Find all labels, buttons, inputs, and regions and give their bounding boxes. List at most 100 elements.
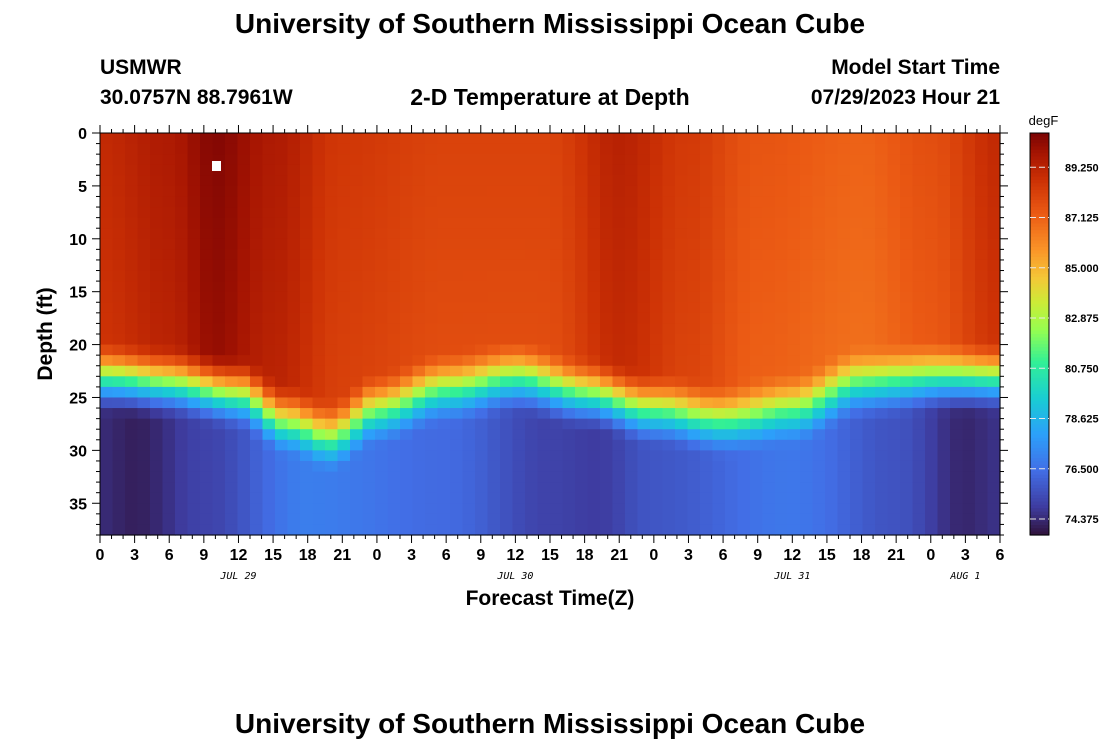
heatmap-cell [175,418,189,430]
heatmap-cell [325,482,339,494]
heatmap-cell [175,207,189,219]
heatmap-cell [662,460,676,473]
colorbar-tick-label: 85.000 [1065,263,1099,275]
heatmap-cell [425,450,439,462]
heatmap-cell [850,376,864,388]
heatmap-cell [675,418,689,430]
heatmap-cell [337,302,351,314]
heatmap-cell [675,334,689,346]
heatmap-cell [137,175,151,187]
heatmap-cell [850,133,864,145]
heatmap-cell [162,460,176,473]
heatmap-cell [100,185,114,198]
heatmap-cell [637,164,651,176]
heatmap-cell [462,207,476,219]
heatmap-cell [462,133,476,145]
heatmap-cell [512,154,526,166]
heatmap-cell [175,196,189,208]
heatmap-cell [362,291,376,303]
heatmap-cell [587,291,601,303]
heatmap-cell [775,482,789,494]
heatmap-cell [537,471,551,483]
colorbar-segment [1030,354,1049,359]
heatmap-cell [550,291,564,303]
heatmap-cell [812,154,826,166]
heatmap-cell [600,143,614,155]
heatmap-cell [837,270,851,282]
heatmap-cell [637,259,651,272]
heatmap-cell [687,312,701,325]
heatmap-cell [875,238,889,250]
heatmap-cell [625,228,639,240]
heatmap-cell [425,323,439,335]
heatmap-cell [325,175,339,187]
heatmap-cell [237,228,251,240]
heatmap-cell [162,429,176,441]
heatmap-cell [725,323,739,335]
heatmap-cell [300,291,314,303]
heatmap-cell [600,386,614,399]
colorbar-segment [1030,531,1049,536]
heatmap-cell [275,291,289,303]
colorbar-segment [1030,323,1049,328]
heatmap-cell [437,418,451,430]
heatmap-cell [362,439,376,451]
colorbar-segment [1030,411,1049,415]
heatmap-cell [650,492,664,504]
heatmap-cell [312,143,326,155]
heatmap-cell [575,482,589,494]
heatmap-cell [837,492,851,504]
heatmap-cell [500,164,514,176]
heatmap-cell [975,503,989,515]
heatmap-cell [400,376,414,388]
heatmap-cell [812,217,826,229]
heatmap-cell [137,524,151,536]
heatmap-cell [312,344,326,356]
heatmap-cell [262,418,276,430]
heatmap-cell [112,376,126,388]
heatmap-cell [762,207,776,219]
colorbar-segment [1030,377,1049,382]
heatmap-cell [925,238,939,250]
heatmap-cell [975,471,989,483]
heatmap-cell [650,312,664,325]
heatmap-cell [925,492,939,504]
heatmap-cell [525,376,539,388]
heatmap-cell [787,291,801,303]
heatmap-cell [925,196,939,208]
heatmap-cell [312,185,326,198]
heatmap-cell [762,249,776,261]
heatmap-cell [987,386,1001,399]
heatmap-cell [925,482,939,494]
heatmap-cell [537,482,551,494]
heatmap-cell [762,365,776,377]
heatmap-cell [800,323,814,335]
heatmap-cell [875,386,889,399]
heatmap-cell [212,281,226,293]
heatmap-cell [412,513,426,526]
heatmap-cell [775,133,789,145]
heatmap-cell [250,323,264,335]
heatmap-cell [100,408,114,420]
heatmap-cell [137,429,151,441]
heatmap-cell [262,429,276,441]
heatmap-cell [125,143,139,155]
heatmap-cell [262,154,276,166]
heatmap-cell [312,154,326,166]
heatmap-cell [300,196,314,208]
heatmap-cell [537,503,551,515]
heatmap-cell [125,513,139,526]
heatmap-cell [750,429,764,441]
heatmap-cell [325,217,339,229]
heatmap-cell [450,344,464,356]
heatmap-cell [737,418,751,430]
heatmap-cell [225,408,239,420]
heatmap-cell [437,164,451,176]
heatmap-cell [850,439,864,451]
heatmap-cell [900,386,914,399]
heatmap-cell [362,217,376,229]
heatmap-cell [537,376,551,388]
heatmap-cell [200,450,214,462]
heatmap-cell [337,408,351,420]
heatmap-cell [412,376,426,388]
